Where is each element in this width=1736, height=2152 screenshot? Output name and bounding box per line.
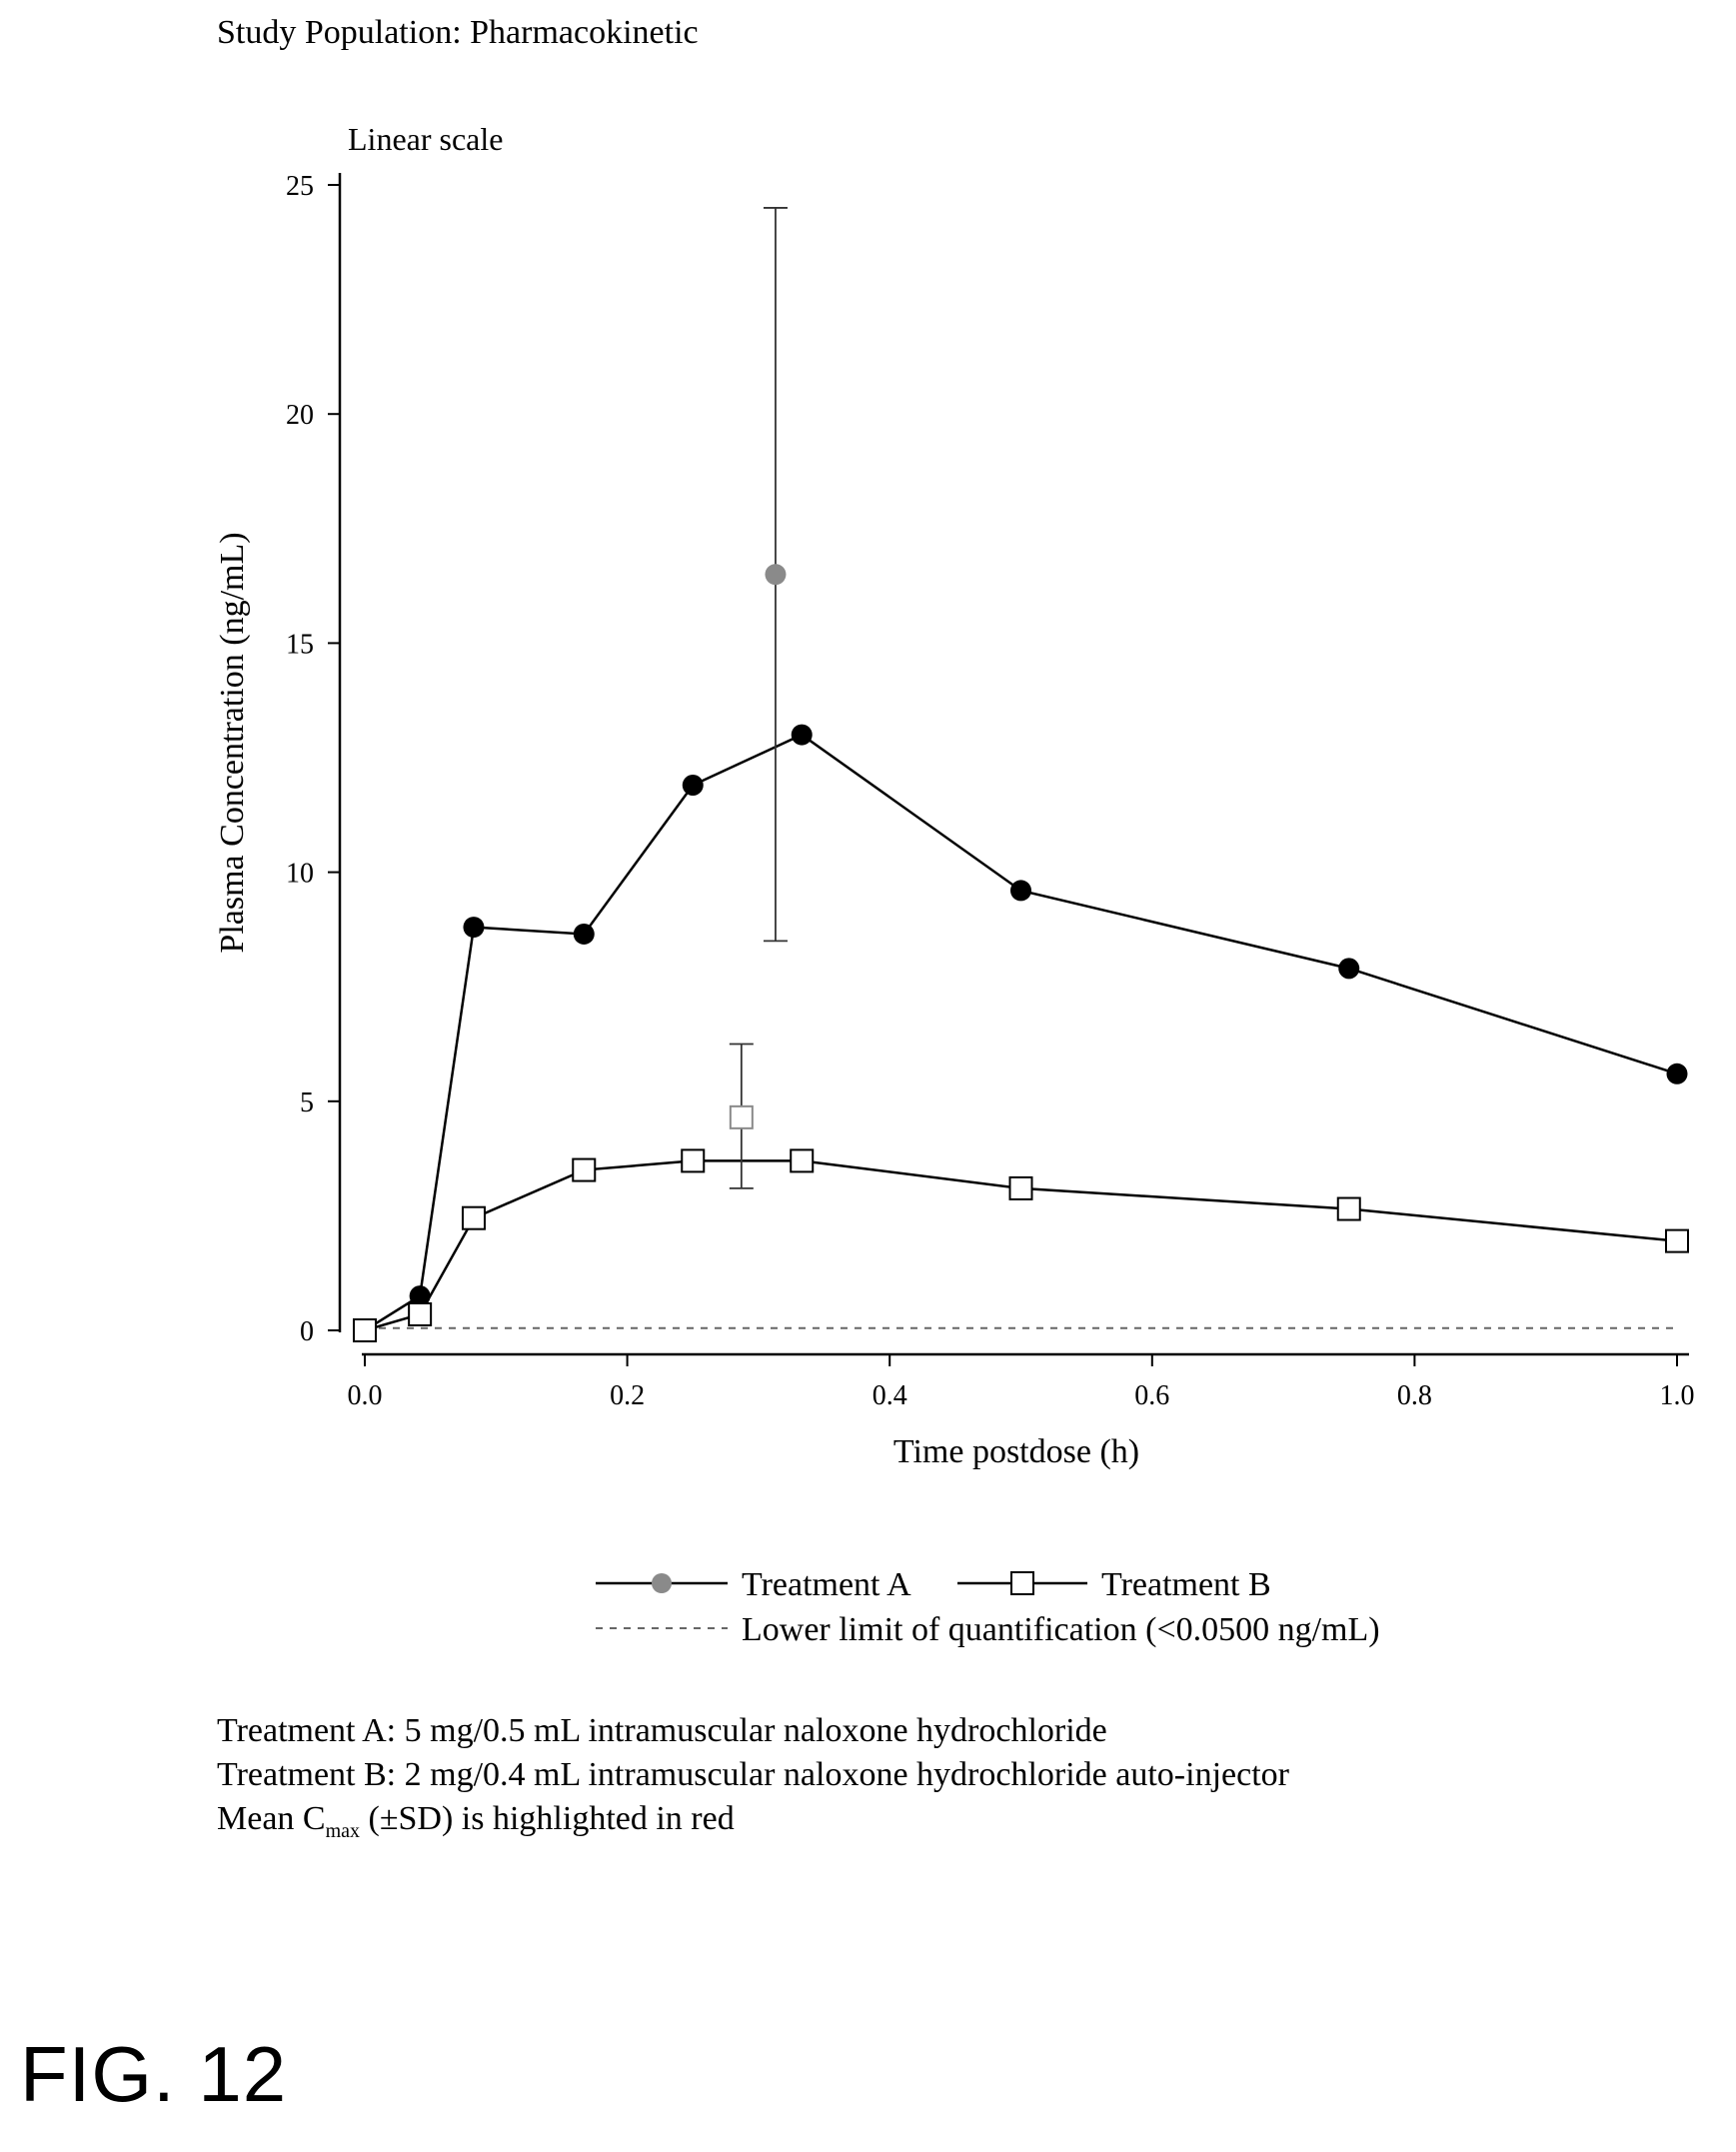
data-point-treatment-b bbox=[408, 1301, 433, 1326]
x-axis-label: Time postdose (h) bbox=[893, 1433, 1139, 1470]
x-tick-label: 0.2 bbox=[610, 1380, 645, 1411]
series-layer bbox=[353, 724, 1689, 1342]
series-line-treatment-a bbox=[364, 733, 1678, 1332]
legend-label-lloq: Lower limit of quantification (<0.0500 n… bbox=[742, 1611, 1380, 1648]
footnote-treatment-b: Treatment B: 2 mg/0.4 mL intramuscular n… bbox=[217, 1756, 1289, 1793]
data-point-treatment-a bbox=[1338, 958, 1360, 980]
footnotes: Treatment A: 5 mg/0.5 mL intramuscular n… bbox=[217, 1709, 1289, 1853]
data-point-treatment-b bbox=[461, 1205, 486, 1230]
legend-marker-treatment-a bbox=[652, 1573, 672, 1593]
y-tick-label: 10 bbox=[286, 859, 314, 890]
y-tick-label: 0 bbox=[300, 1316, 314, 1347]
cmax-marker-treatment-b bbox=[729, 1104, 754, 1129]
x-tick-label: 1.0 bbox=[1660, 1380, 1695, 1411]
chart-axes: 0 5 10 15 20 25 0.0 0.2 0.4 0.6 0.8 1.0 bbox=[286, 171, 1695, 1411]
data-point-treatment-a bbox=[409, 1285, 431, 1307]
data-point-treatment-a bbox=[1010, 880, 1031, 902]
x-tick-label: 0.4 bbox=[872, 1380, 907, 1411]
x-tick-label: 0.0 bbox=[348, 1380, 383, 1411]
data-point-treatment-a bbox=[573, 923, 595, 945]
x-tick-label: 0.8 bbox=[1397, 1380, 1432, 1411]
data-point-treatment-a bbox=[682, 775, 704, 797]
footnote-cmax: Mean Cmax (±SD) is highlighted in red bbox=[217, 1797, 1289, 1853]
footnote-cmax-subscript: max bbox=[325, 1820, 361, 1842]
cmax-marker-treatment-a bbox=[765, 564, 787, 586]
data-point-treatment-b bbox=[1665, 1228, 1689, 1253]
data-point-treatment-b bbox=[1008, 1175, 1033, 1200]
data-point-treatment-b bbox=[681, 1148, 706, 1173]
y-tick-label: 15 bbox=[286, 629, 314, 660]
panel-title: Linear scale bbox=[348, 121, 503, 157]
data-point-treatment-b bbox=[1336, 1196, 1361, 1221]
y-axis-label: Plasma Concentration (ng/mL) bbox=[214, 532, 251, 953]
legend-marker-treatment-b bbox=[1010, 1571, 1034, 1595]
y-tick-label: 5 bbox=[300, 1087, 314, 1118]
x-tick-label: 0.6 bbox=[1134, 1380, 1169, 1411]
data-point-treatment-a bbox=[791, 724, 813, 746]
study-population-label: Study Population: Pharmacokinetic bbox=[217, 14, 699, 51]
pk-line-chart: Linear scale 0 5 10 15 20 25 0.0 0.2 0.4 0.6 0.8 1.… bbox=[214, 121, 1695, 1648]
data-point-treatment-b bbox=[790, 1148, 815, 1173]
footnote-cmax-suffix: (±SD) is highlighted in red bbox=[360, 1800, 735, 1837]
figure-label: FIG. 12 bbox=[20, 2030, 288, 2118]
chart-legend: Treatment A Treatment B Lower limit of q… bbox=[596, 1566, 1380, 1648]
data-point-treatment-a bbox=[463, 917, 485, 939]
data-point-treatment-a bbox=[1666, 1063, 1688, 1084]
legend-label-treatment-a: Treatment A bbox=[742, 1566, 911, 1603]
y-tick-label: 25 bbox=[286, 171, 314, 202]
legend-label-treatment-b: Treatment B bbox=[1101, 1566, 1271, 1603]
data-point-treatment-b bbox=[353, 1318, 377, 1342]
cmax-layer bbox=[729, 207, 788, 1189]
y-tick-label: 20 bbox=[286, 400, 314, 431]
footnote-cmax-prefix: Mean C bbox=[217, 1800, 326, 1837]
data-point-treatment-b bbox=[572, 1157, 597, 1182]
footnote-treatment-a: Treatment A: 5 mg/0.5 mL intramuscular n… bbox=[217, 1712, 1107, 1749]
